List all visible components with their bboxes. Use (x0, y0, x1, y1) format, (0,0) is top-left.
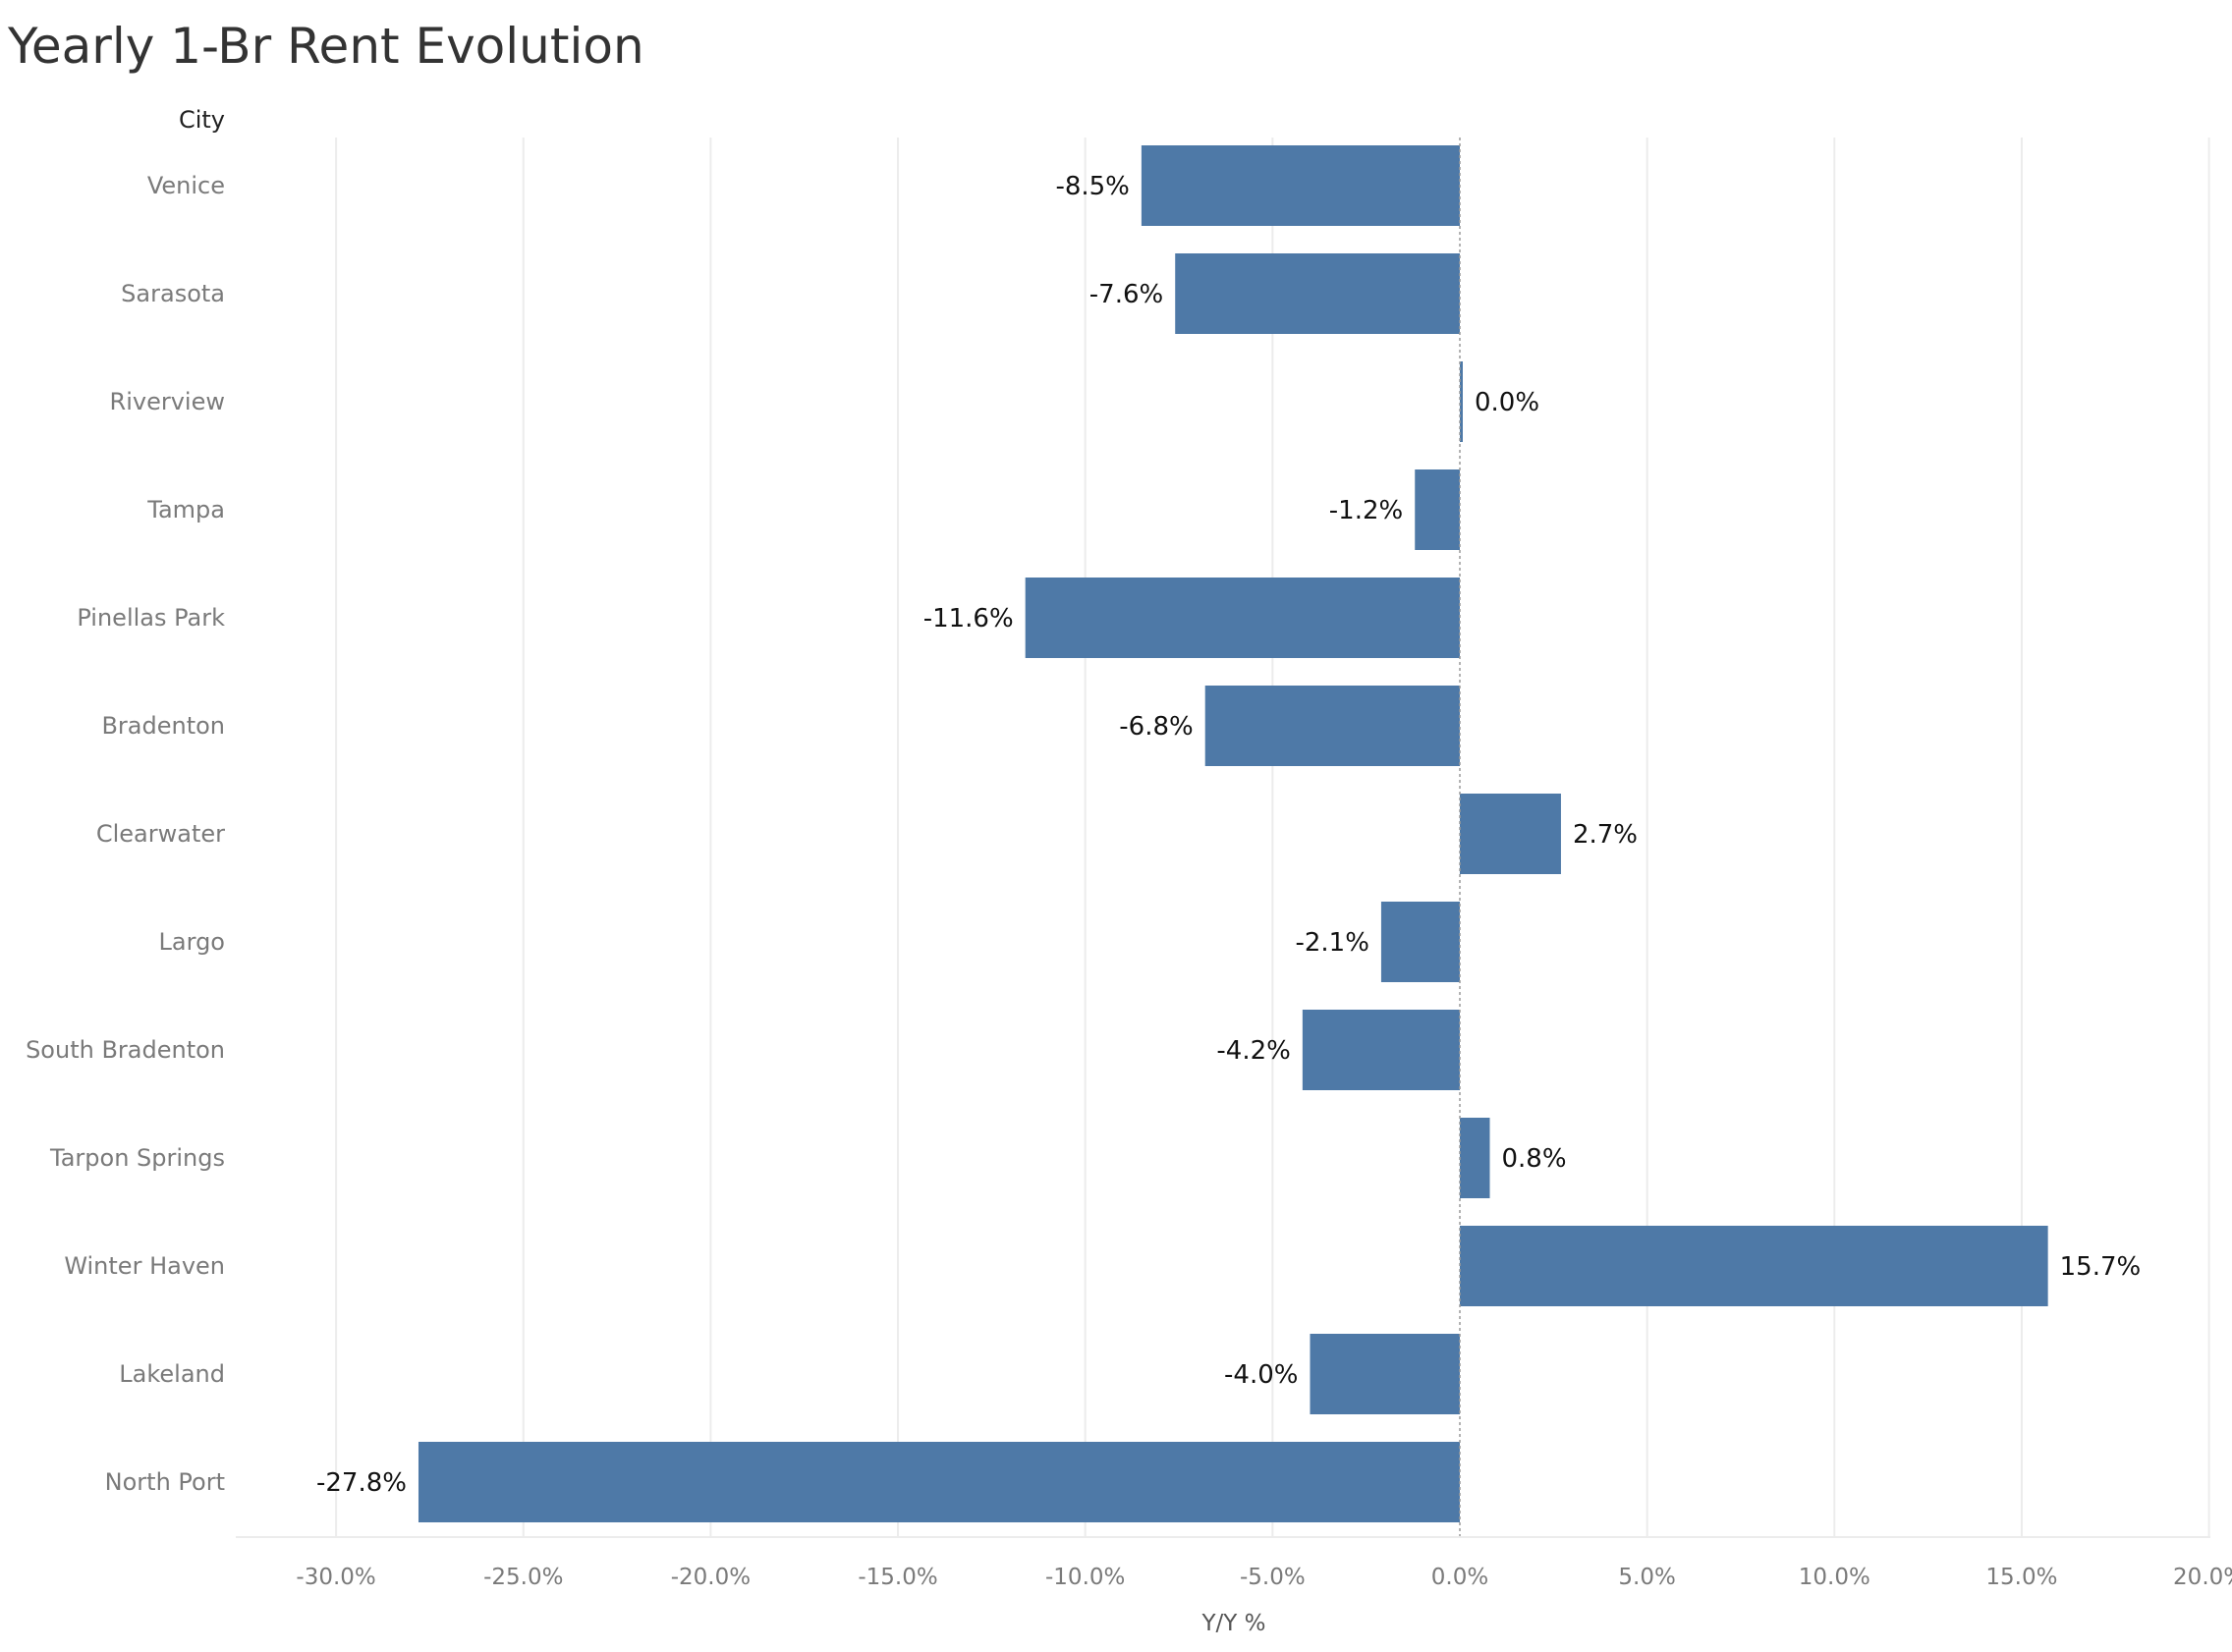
bar (1460, 794, 1561, 874)
category-label: Pinellas Park (77, 604, 225, 632)
category-label: Largo (159, 928, 225, 956)
gridlines (335, 138, 2210, 1537)
data-label: 2.7% (1573, 820, 1638, 850)
category-label: South Bradenton (26, 1036, 225, 1064)
category-label: Winter Haven (64, 1252, 225, 1280)
x-axis-title: Y/Y % (1200, 1611, 1265, 1636)
bars (418, 145, 2048, 1522)
category-label: Riverview (110, 388, 225, 415)
bar (1302, 1010, 1460, 1090)
bar (1204, 686, 1460, 766)
data-label: -8.5% (1055, 172, 1129, 201)
data-label: -2.1% (1295, 928, 1368, 958)
bar (1025, 578, 1460, 658)
x-tick-label: -20.0% (671, 1565, 751, 1590)
x-tick-label: -5.0% (1240, 1565, 1306, 1590)
category-label: Sarasota (121, 280, 225, 307)
category-labels: Venice Sarasota Riverview Tampa Pinellas Par… (26, 172, 225, 1496)
x-tick-label: -30.0% (296, 1565, 375, 1590)
chart-title: Yearly 1-Br Rent Evolution (7, 18, 644, 75)
x-tick-label: 15.0% (1985, 1565, 2057, 1590)
x-tick-label: -10.0% (1045, 1565, 1125, 1590)
category-label: North Port (105, 1468, 225, 1496)
category-label: Clearwater (96, 820, 225, 848)
x-tick-label: 20.0% (2173, 1565, 2232, 1590)
bar (1175, 253, 1460, 334)
data-label: 15.7% (2060, 1252, 2142, 1282)
data-label: -4.0% (1224, 1360, 1298, 1390)
category-label: Tampa (146, 496, 225, 523)
data-label: -27.8% (316, 1468, 407, 1498)
x-tick-label: 0.0% (1431, 1565, 1488, 1590)
x-tick-label: -15.0% (858, 1565, 937, 1590)
bar (1460, 361, 1463, 442)
x-tick-label: -25.0% (483, 1565, 563, 1590)
data-label: -6.8% (1119, 712, 1193, 742)
x-axis: -30.0% -25.0% -20.0% -15.0% -10.0% -5.0% 0.0% 5… (236, 1536, 2232, 1590)
data-label: -4.2% (1216, 1036, 1290, 1066)
row-header: City (179, 106, 225, 134)
data-labels: -8.5% -7.6% 0.0% -1.2% -11.6% -6.8% 2.7% -2.1% -… (316, 172, 2141, 1498)
bar (418, 1442, 1461, 1522)
category-label: Venice (147, 172, 225, 199)
x-tick-label: 5.0% (1618, 1565, 1675, 1590)
data-label: -11.6% (923, 604, 1014, 633)
x-tick-label: 10.0% (1799, 1565, 1870, 1590)
bar (1460, 1118, 1490, 1198)
category-label: Lakeland (119, 1360, 225, 1388)
bar (1310, 1334, 1460, 1414)
category-label: Tarpon Springs (49, 1144, 225, 1172)
bar (1141, 145, 1460, 226)
category-label: Bradenton (101, 712, 225, 740)
data-label: -1.2% (1329, 496, 1403, 525)
data-label: -7.6% (1089, 280, 1163, 309)
data-label: 0.0% (1475, 388, 1539, 417)
bar (1460, 1226, 2048, 1306)
bar (1415, 469, 1460, 550)
bar (1380, 902, 1460, 982)
data-label: 0.8% (1502, 1144, 1567, 1174)
